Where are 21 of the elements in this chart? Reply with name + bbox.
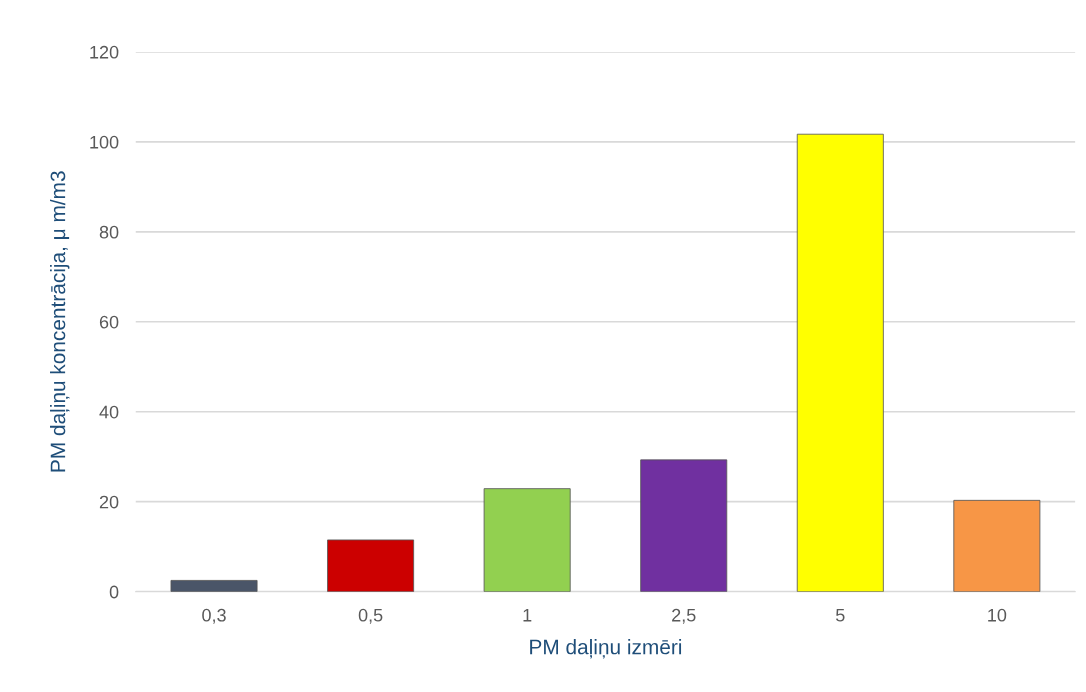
bar [327,539,415,592]
y-tick-label: 80 [99,225,119,239]
bar [170,580,258,592]
x-tick-label: 5 [835,608,845,622]
bar [796,133,884,592]
bar [483,488,571,592]
x-axis-title: PM daļiņu izmēri [530,639,682,659]
y-axis-title: PM daļiņu koncentrācija, μ m/m3 [50,171,70,472]
x-tick-label: 0,3 [202,608,226,624]
y-tick-label: 120 [90,45,119,59]
x-tick-label: 2,5 [672,608,696,624]
x-tick-label: 1 [523,608,532,622]
y-tick-label: 100 [90,135,119,149]
y-tick-label: 0 [109,585,119,599]
bar [640,459,728,592]
x-tick-label: 0,5 [358,608,383,624]
y-tick-label: 40 [99,405,119,419]
bar [953,499,1041,592]
y-tick-label: 20 [99,495,119,509]
y-tick-label: 60 [99,315,119,329]
x-tick-label: 10 [988,608,1007,622]
